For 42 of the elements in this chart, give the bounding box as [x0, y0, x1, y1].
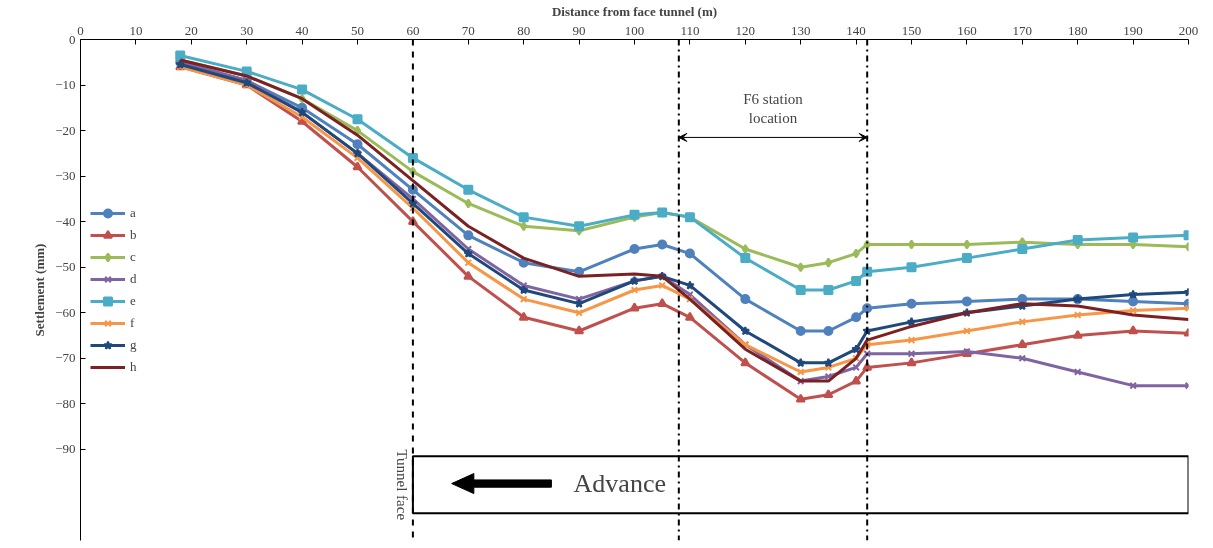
legend-label: b — [130, 226, 138, 243]
x-tick-label: 80 — [517, 22, 531, 38]
x-tick-label: 90 — [572, 22, 586, 38]
legend-label: e — [130, 292, 137, 309]
x-tick-label: 160 — [957, 22, 977, 38]
x-axis-title: Distance from face tunnel (m) — [551, 3, 718, 19]
x-tick-label: 10 — [129, 22, 143, 38]
x-tick-label: 140 — [846, 22, 866, 38]
annotation: F6 station location — [743, 90, 804, 127]
y-tick-label: −40 — [55, 213, 76, 229]
x-tick-label: 120 — [735, 22, 756, 38]
ref-line-label: Tunnel face — [393, 449, 410, 521]
x-tick-label: 40 — [295, 22, 309, 38]
x-tick-label: 60 — [406, 22, 420, 38]
x-tick-label: 150 — [901, 22, 922, 38]
x-tick-label: 70 — [461, 22, 475, 38]
x-tick-label: 110 — [680, 22, 700, 38]
x-tick-label: 130 — [790, 22, 811, 38]
x-tick-label: 200 — [1178, 22, 1199, 38]
x-tick-label: 20 — [184, 22, 198, 38]
x-tick-label: 50 — [351, 22, 364, 38]
x-tick-label: 190 — [1123, 22, 1143, 38]
x-tick-label: 30 — [240, 22, 254, 38]
legend-label: f — [130, 314, 136, 331]
legend-label: a — [130, 204, 137, 221]
x-tick-label: 180 — [1067, 22, 1088, 38]
y-tick-label: −50 — [55, 259, 76, 275]
y-axis-title: Settlement (mm) — [32, 243, 48, 337]
y-tick-label: −80 — [55, 395, 76, 411]
y-tick-label: −10 — [55, 77, 76, 93]
y-tick-label: −90 — [55, 441, 76, 457]
y-tick-label: −70 — [55, 350, 76, 366]
y-tick-label: −20 — [55, 122, 76, 138]
x-tick-label: 100 — [624, 22, 645, 38]
legend-label: h — [130, 358, 138, 375]
y-tick-label: −60 — [55, 304, 76, 320]
legend-label: g — [130, 336, 138, 353]
legend-label: d — [130, 270, 138, 287]
y-tick-label: −30 — [55, 168, 76, 184]
annotation: Advance — [573, 469, 666, 499]
x-tick-label: 170 — [1012, 22, 1033, 38]
legend-label: c — [130, 248, 137, 265]
